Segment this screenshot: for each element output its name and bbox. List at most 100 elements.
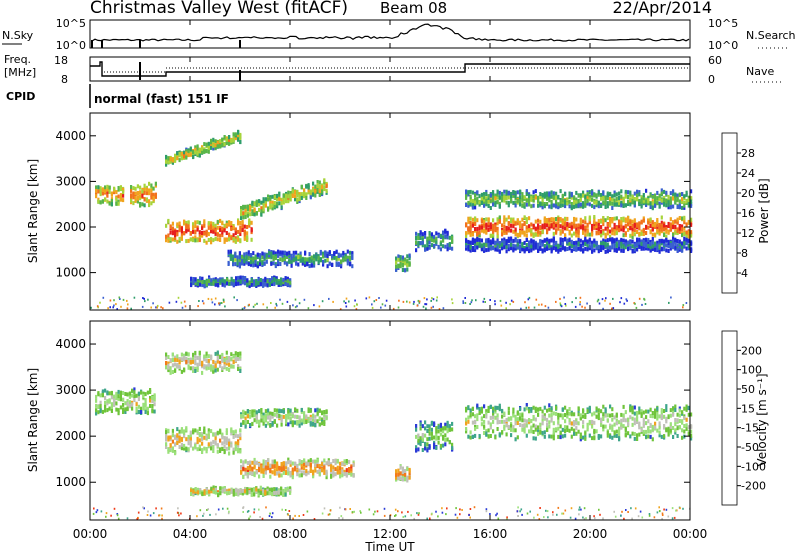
power-speckle: [328, 298, 330, 300]
cpid-mode-text: normal (fast) 151 IF: [94, 92, 229, 106]
power-speckle: [150, 307, 152, 309]
power-cell: [553, 232, 555, 236]
power-cell: [451, 236, 453, 240]
velocity-cell: [249, 490, 251, 494]
power-cell: [544, 218, 546, 222]
power-cell: [304, 252, 306, 256]
power-cell: [605, 201, 607, 205]
power-speckle: [113, 299, 115, 301]
power-cell: [506, 201, 508, 205]
velocity-cell: [272, 470, 274, 474]
power-cell: [539, 242, 541, 246]
velocity-cell: [254, 473, 256, 477]
power-speckle: [528, 298, 530, 300]
power-cell: [309, 252, 311, 256]
power-cell: [219, 228, 221, 232]
velocity-cell: [149, 399, 151, 403]
power-speckle: [380, 307, 382, 309]
power-cell: [278, 281, 280, 285]
power-cell: [573, 196, 575, 200]
power-cell: [219, 139, 221, 143]
power-cell: [636, 242, 638, 246]
power-cell: [199, 283, 201, 287]
power-cell: [146, 191, 148, 195]
power-cell: [492, 196, 494, 200]
power-cell: [426, 237, 428, 241]
power-cell: [537, 204, 539, 208]
power-cell: [580, 239, 582, 243]
power-cell: [674, 225, 676, 229]
velocity-cell: [272, 412, 274, 416]
power-cell: [683, 216, 685, 220]
power-cell: [250, 260, 252, 264]
power-cell: [580, 244, 582, 248]
power-cell: [199, 154, 201, 158]
power-cell: [485, 217, 487, 221]
velocity-cell: [206, 358, 208, 362]
velocity-cell: [235, 492, 237, 496]
power-speckle: [296, 305, 298, 307]
velocity-cell: [165, 353, 167, 357]
power-cell: [584, 226, 586, 230]
power-cell: [217, 220, 219, 224]
power-cell: [435, 237, 437, 241]
power-cell: [679, 240, 681, 244]
velocity-cell: [111, 391, 113, 395]
power-cell: [564, 248, 566, 252]
power-cell: [654, 248, 656, 252]
velocity-cell: [179, 360, 181, 364]
velocity-cell: [254, 413, 256, 417]
power-cell: [611, 228, 613, 232]
sky-right-tick-top: 10^5: [708, 17, 738, 30]
velocity-cell: [269, 468, 271, 472]
velocity-cell: [296, 415, 298, 419]
power-cell: [293, 257, 295, 261]
power-speckle: [534, 307, 536, 309]
power-cell: [206, 282, 208, 286]
power-cell: [551, 205, 553, 209]
power-cell: [632, 249, 634, 253]
power-cell: [533, 224, 535, 228]
velocity-cell: [176, 441, 178, 445]
power-cell: [551, 224, 553, 228]
date-label: 22/Apr/2014: [612, 0, 712, 17]
power-cell: [118, 202, 120, 206]
power-cell: [524, 222, 526, 226]
power-cell: [444, 245, 446, 249]
power-speckle: [565, 303, 567, 305]
velocity-cell: [172, 449, 174, 453]
power-cell: [490, 234, 492, 238]
power-cell: [221, 227, 223, 231]
power-cell: [598, 219, 600, 223]
power-cell: [519, 203, 521, 207]
power-cell: [275, 264, 277, 268]
power-cell: [566, 240, 568, 244]
power-cell: [596, 231, 598, 235]
velocity-cell: [265, 460, 267, 464]
power-cell: [481, 201, 483, 205]
power-cell: [197, 282, 199, 286]
power-cell: [677, 229, 679, 233]
power-speckle: [120, 306, 122, 308]
power-cell: [623, 204, 625, 208]
power-cell: [508, 215, 510, 219]
power-cell: [485, 199, 487, 203]
power-cell: [244, 281, 246, 285]
velocity-cell: [167, 438, 169, 442]
power-cell: [544, 239, 546, 243]
velocity-cell: [290, 409, 292, 413]
velocity-cell: [326, 461, 328, 465]
power-cell: [483, 230, 485, 234]
velocity-cell: [265, 471, 267, 475]
power-cell: [620, 238, 622, 242]
power-cell: [479, 231, 481, 235]
power-cell: [219, 238, 221, 242]
power-cell: [611, 198, 613, 202]
power-cell: [582, 240, 584, 244]
power-cell: [535, 196, 537, 200]
velocity-cell: [154, 410, 156, 414]
power-cell: [306, 257, 308, 261]
velocity-cell: [251, 461, 253, 465]
power-cell: [573, 232, 575, 236]
power-cell: [170, 225, 172, 229]
